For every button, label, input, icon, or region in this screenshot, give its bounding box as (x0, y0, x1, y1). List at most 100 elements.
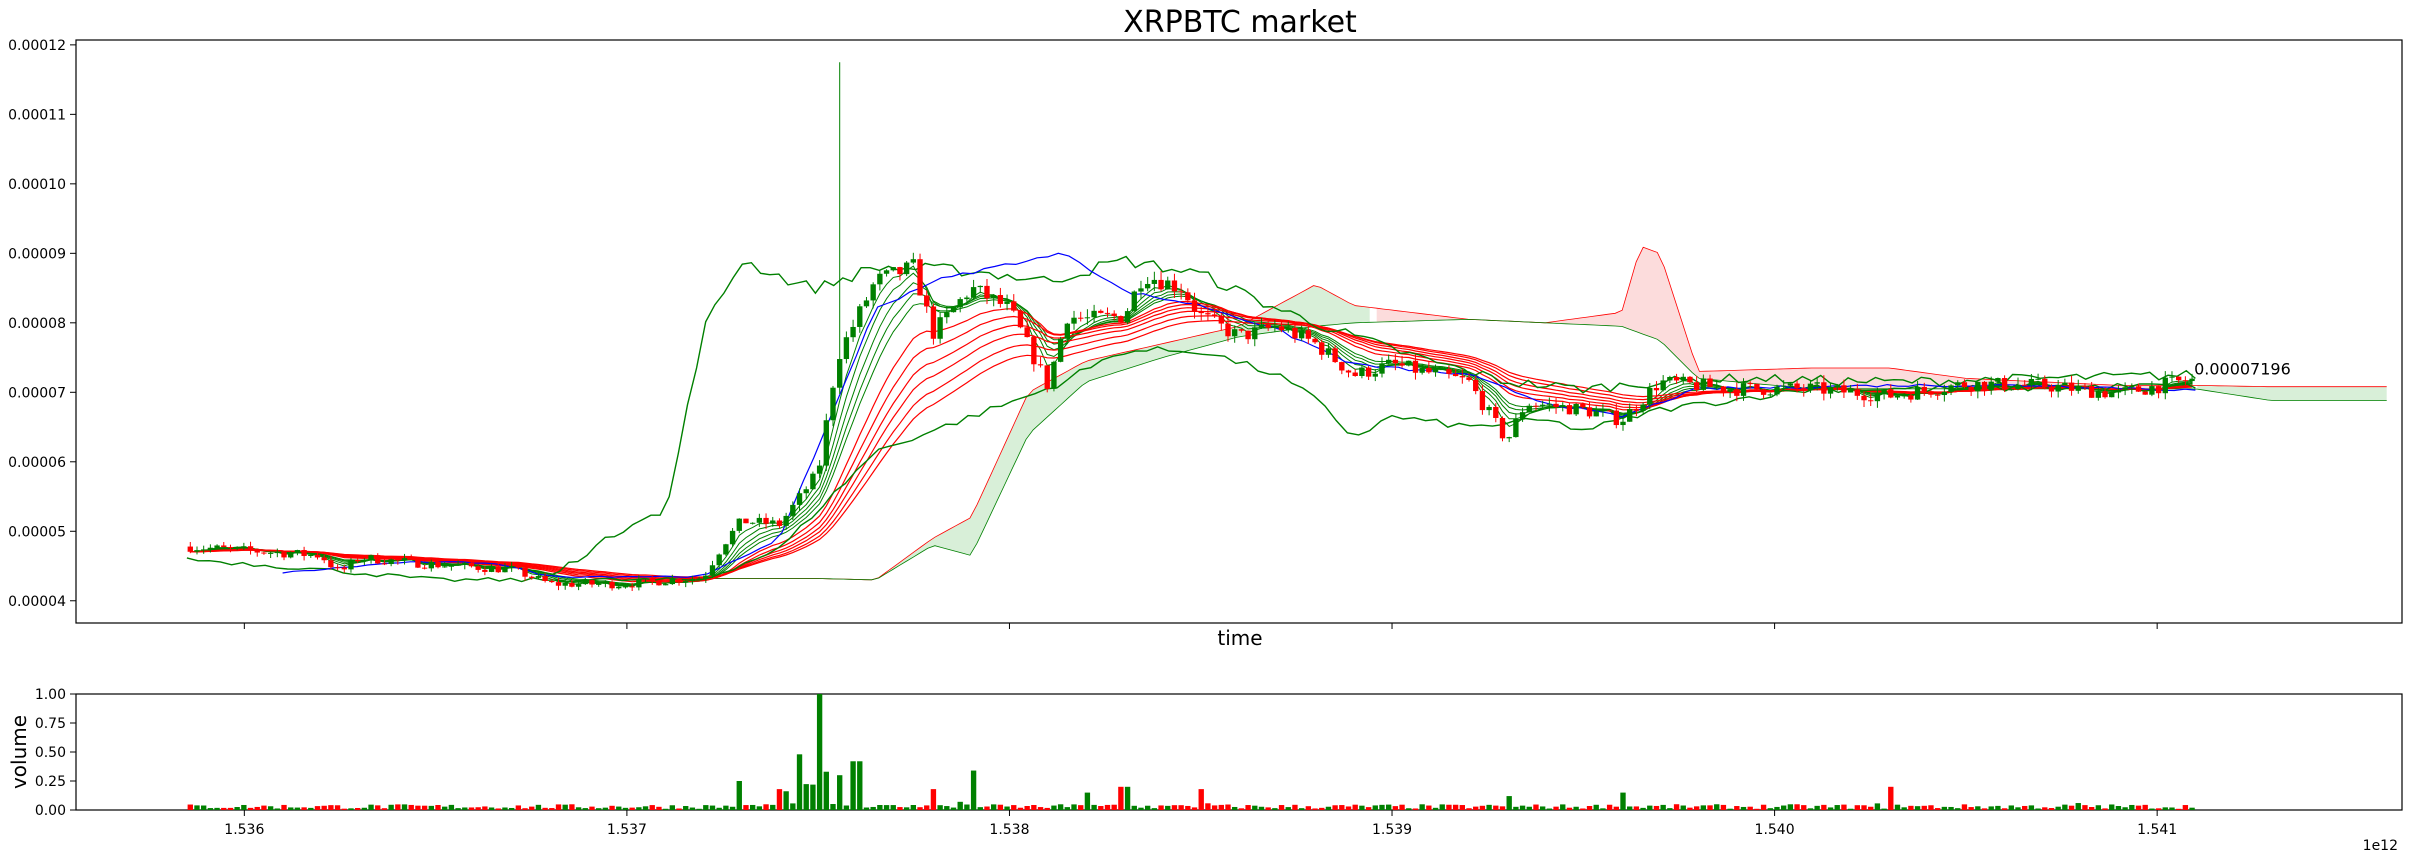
volume-bar (716, 807, 722, 810)
volume-bar (1807, 808, 1814, 810)
candle-body (1955, 382, 1961, 386)
candle-body (2182, 380, 2189, 382)
y-tick-label: 0.00010 (8, 177, 66, 193)
candle-body (1841, 385, 1847, 393)
volume-bar (1359, 805, 1365, 810)
candle-body (1814, 382, 1820, 384)
volume-bar (1037, 807, 1044, 810)
volume-bar (388, 804, 394, 810)
candle-body (475, 566, 481, 570)
candle-body (1580, 404, 1586, 408)
candle-body (241, 546, 247, 548)
candle-body (589, 580, 595, 585)
volume-bar (1191, 807, 1198, 810)
candle-body (1426, 367, 1432, 373)
ema-short-line (190, 282, 2193, 586)
volume-bar (1124, 786, 1131, 810)
candle-body (495, 566, 501, 573)
volume-bar (1693, 806, 1700, 810)
candle-body (488, 566, 495, 572)
volume-bar (837, 775, 843, 810)
candle-body (596, 583, 602, 585)
volume-bar (2135, 805, 2142, 810)
volume-bar (1968, 807, 1974, 810)
volume-bar (770, 804, 776, 810)
volume-bar (803, 784, 809, 810)
volume-bar (729, 806, 736, 810)
volume-bar (2055, 806, 2061, 810)
volume-bar (1981, 808, 1988, 810)
volume-y-tick-label: 0.00 (35, 803, 66, 819)
volume-bar (977, 807, 983, 810)
volume-bar (214, 807, 220, 810)
y-tick-label: 0.00008 (8, 316, 66, 332)
candle-body (1627, 409, 1633, 422)
volume-bar (1011, 805, 1017, 810)
volume-bar (1854, 805, 1860, 810)
volume-bar (2169, 807, 2175, 810)
volume-bar (689, 807, 696, 810)
candle-body (1138, 288, 1144, 292)
candle-body (1787, 383, 1794, 386)
volume-bar (1874, 803, 1881, 810)
candle-body (1165, 280, 1171, 290)
candle-body (823, 420, 829, 466)
volume-bar (288, 807, 294, 810)
candle-body (261, 552, 267, 554)
volume-bar (482, 806, 488, 810)
volume-bar (1278, 805, 1285, 810)
volume-bar (1539, 806, 1546, 810)
volume-bar (1426, 805, 1432, 810)
candle-body (1988, 381, 1994, 391)
volume-bar (1988, 806, 1994, 810)
candle-body (2135, 386, 2142, 392)
candle-body (723, 544, 729, 555)
candle-body (1620, 421, 1626, 426)
volume-bar (1312, 808, 1318, 810)
volume-bar (1881, 808, 1887, 810)
candle-body (1734, 389, 1740, 396)
candle-body (1968, 387, 1974, 392)
candle-body (1526, 405, 1532, 413)
volume-bar (1781, 805, 1787, 810)
candle-body (1205, 313, 1211, 315)
candle-body (803, 489, 809, 494)
candle-body (1031, 337, 1037, 365)
candle-body (1198, 311, 1204, 314)
volume-bar (609, 805, 615, 810)
volume-bar (709, 805, 716, 810)
candle-body (1252, 327, 1258, 340)
candle-body (2175, 376, 2182, 381)
candle-body (388, 559, 394, 565)
candle-body (2149, 386, 2155, 395)
ema-long-line (190, 310, 2193, 580)
volume-bar (589, 806, 595, 810)
candle-body (2095, 391, 2102, 398)
candle-body (569, 582, 575, 587)
volume-bar (247, 807, 254, 810)
candle-body (294, 550, 301, 554)
candle-body (883, 270, 890, 274)
volume-bar (569, 804, 575, 810)
candle-body (816, 465, 823, 474)
volume-bar (401, 804, 408, 810)
candle-body (448, 565, 455, 567)
volume-bar (194, 805, 200, 810)
volume-bar (1707, 805, 1713, 810)
volume-bar (1071, 804, 1077, 810)
candle-body (1225, 323, 1231, 337)
candle-body (1285, 327, 1291, 331)
candle-body (1995, 378, 2001, 382)
candle-body (1760, 389, 1767, 395)
volume-bar (1379, 804, 1385, 810)
volume-bar (997, 804, 1004, 810)
candle-body (602, 581, 609, 584)
candle-body (1473, 379, 1479, 392)
candle-body (1794, 383, 1800, 389)
volume-bar (448, 804, 455, 810)
candle-body (930, 306, 937, 339)
volume-bar (1975, 806, 1981, 810)
candle-body (415, 558, 421, 568)
candle-body (770, 520, 776, 524)
